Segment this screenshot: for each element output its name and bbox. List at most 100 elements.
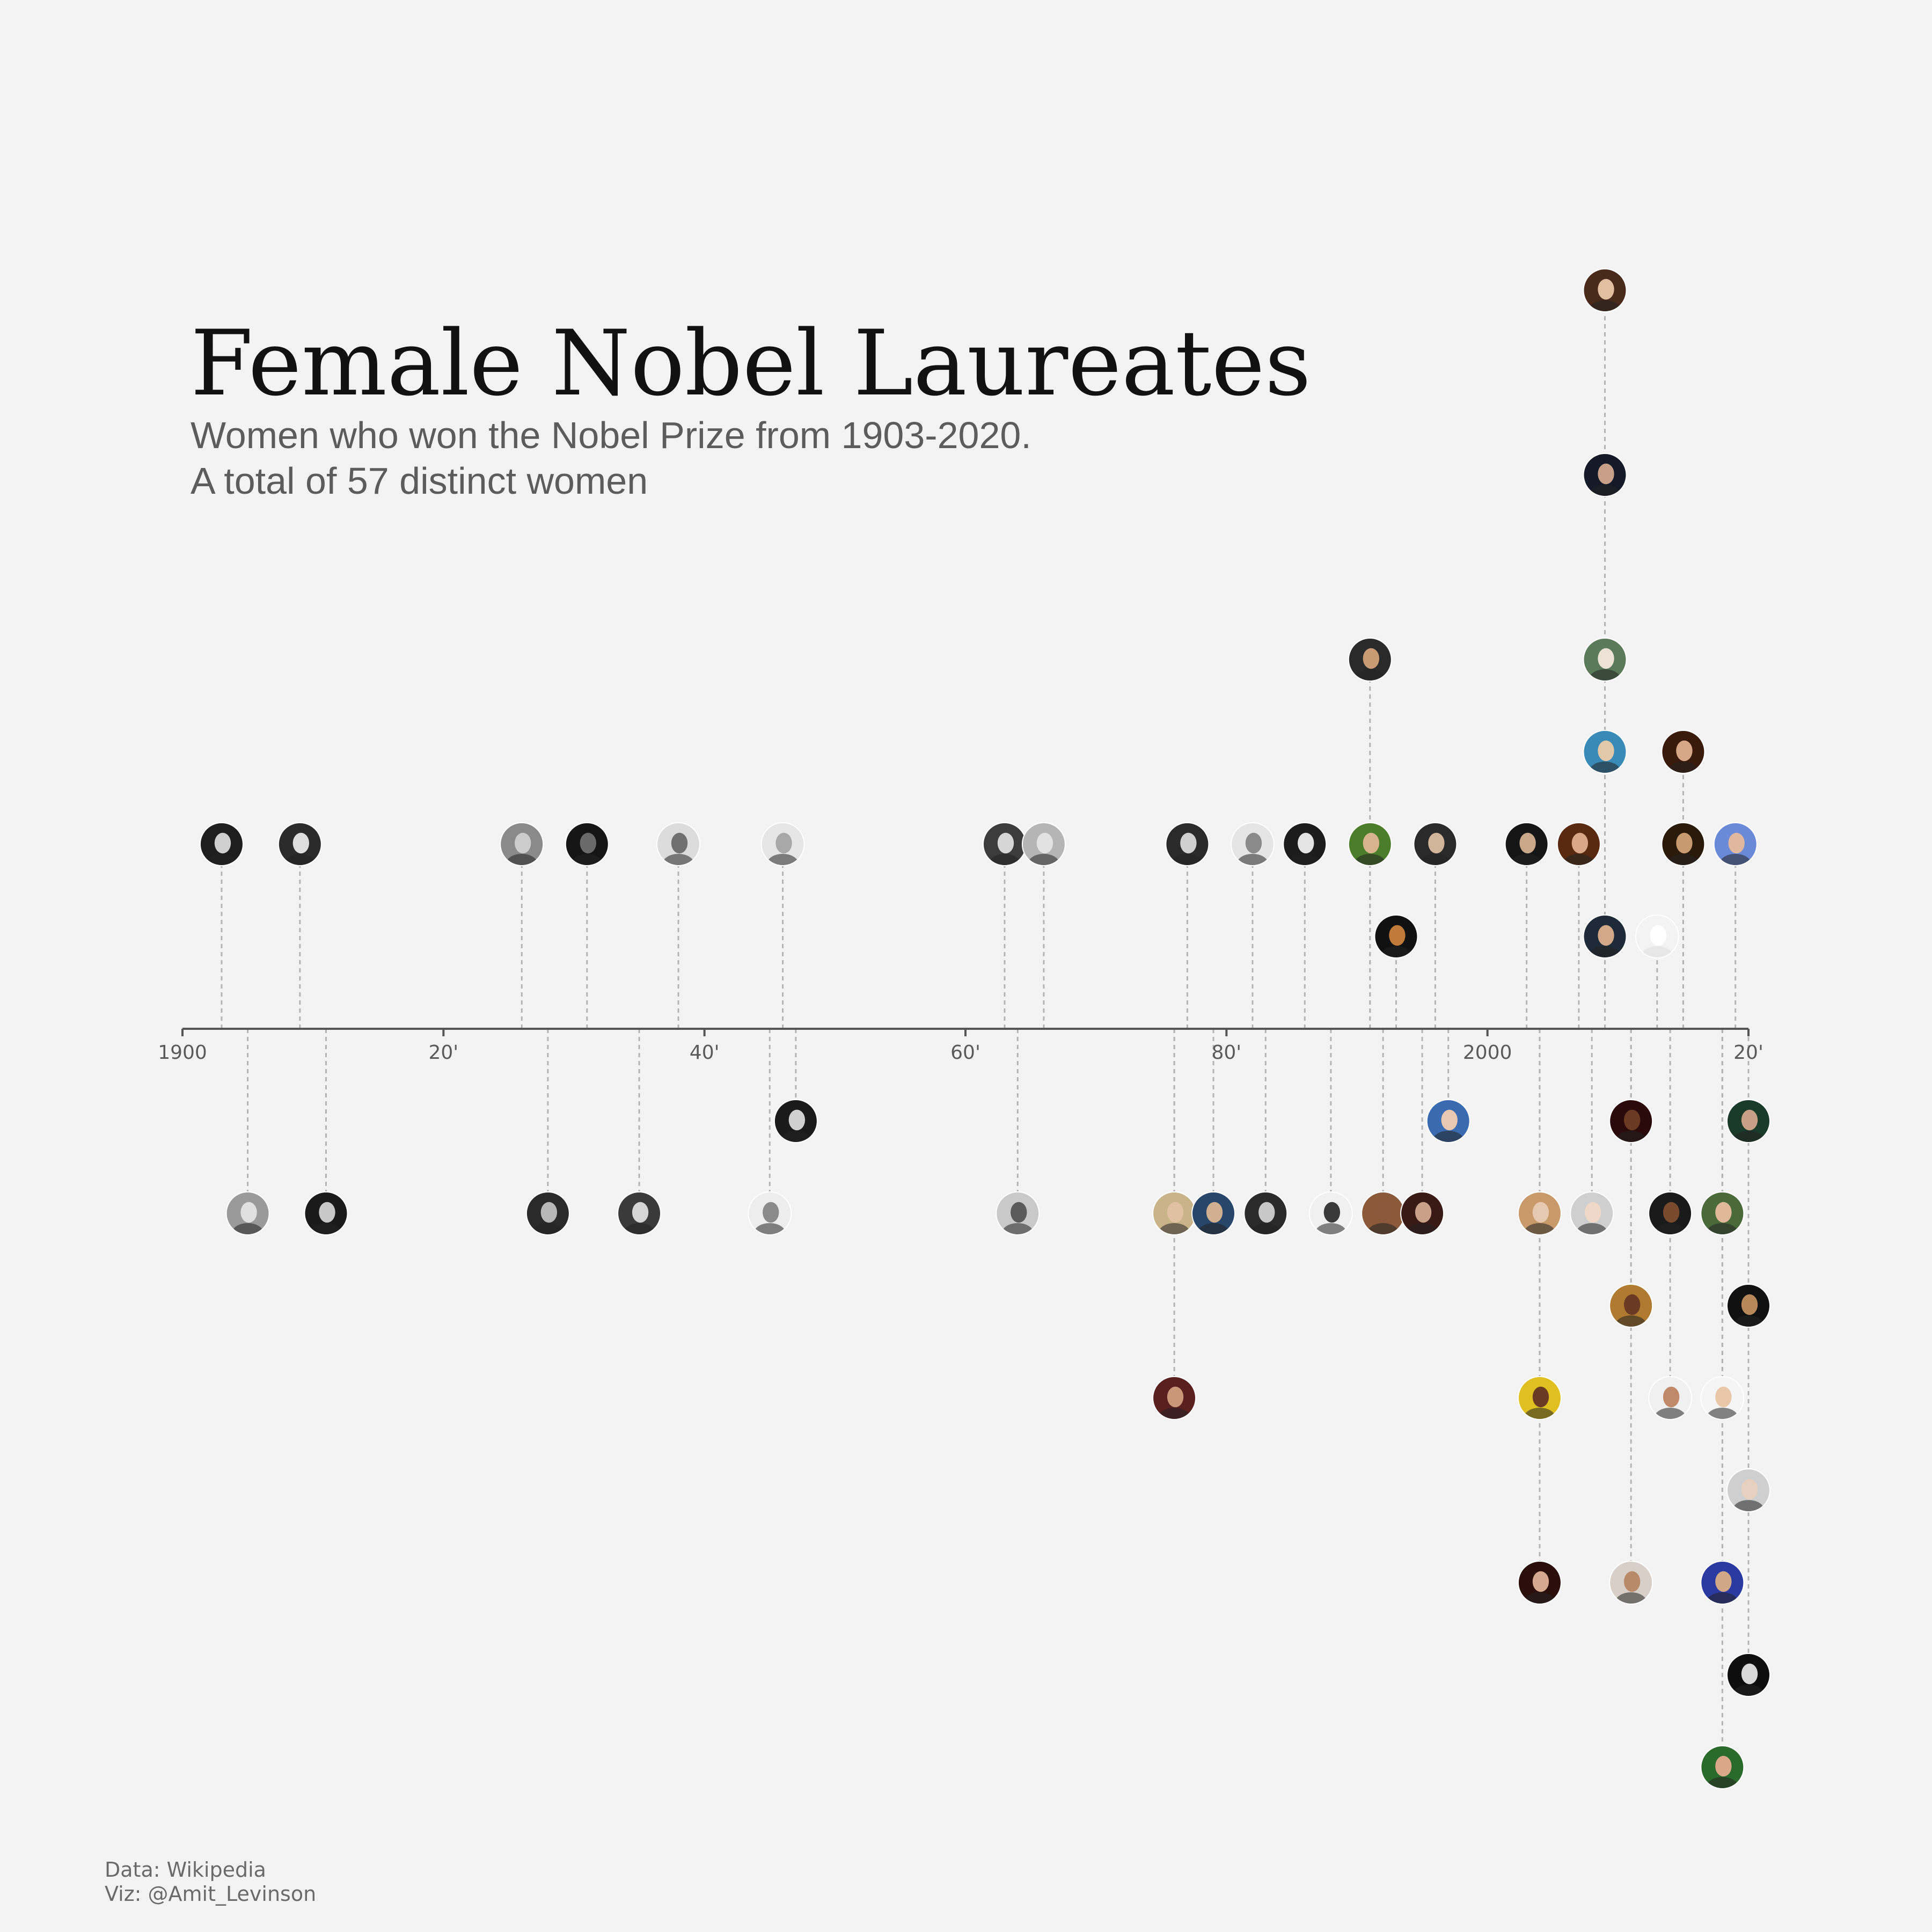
portrait-shoulders	[1158, 1223, 1191, 1235]
portrait-shoulders	[1249, 1223, 1282, 1235]
portrait-face	[1585, 1202, 1601, 1223]
laureate-portrait-marker	[1713, 822, 1758, 866]
portrait-shoulders	[662, 854, 695, 866]
laureate-portrait-marker	[525, 1191, 570, 1235]
portrait-ring	[199, 822, 244, 866]
laureate-portrait-marker	[1504, 822, 1549, 866]
portrait-ring	[1713, 822, 1758, 866]
portrait-face	[1258, 1202, 1275, 1223]
portrait-ring	[304, 1191, 348, 1235]
portrait-ring	[1570, 1191, 1614, 1235]
laureate-portrait-marker	[199, 822, 244, 866]
portrait-ring	[1700, 1376, 1745, 1420]
laureate-portrait-marker	[1165, 822, 1210, 866]
portrait-shoulders	[570, 854, 603, 866]
portrait-ring	[1648, 1376, 1693, 1420]
portrait-shoulders	[1510, 854, 1543, 866]
portrait-face	[1363, 832, 1380, 854]
portrait-shoulders	[1641, 946, 1673, 958]
portrait-shoulders	[1419, 854, 1452, 866]
chart-title: Female Nobel Laureates	[191, 311, 1311, 416]
laureate-portrait-marker	[1700, 1561, 1745, 1605]
portrait-shoulders	[1197, 1223, 1230, 1235]
portrait-shoulders	[1732, 1685, 1765, 1696]
portrait-shoulders	[988, 854, 1021, 866]
laureate-portrait-marker	[1517, 1191, 1562, 1235]
portrait-face	[1623, 1571, 1641, 1592]
portrait-ring	[1726, 1099, 1770, 1143]
laureate-portrait-marker	[277, 822, 322, 866]
portrait-face	[240, 1202, 257, 1223]
portrait-ring	[1504, 822, 1549, 866]
portrait-face	[1715, 1386, 1732, 1408]
portrait-shoulders	[1314, 1223, 1347, 1235]
portrait-ring	[1700, 1561, 1745, 1605]
portrait-ring	[1583, 730, 1627, 774]
portrait-face	[1532, 1571, 1549, 1592]
caption-source: Data: Wikipedia	[105, 1858, 266, 1882]
portrait-shoulders	[1523, 1592, 1556, 1604]
portrait-face	[1167, 1202, 1184, 1223]
portrait-ring	[1517, 1376, 1562, 1420]
laureate-portrait-marker	[1648, 1191, 1693, 1235]
laureate-portrait-marker	[304, 1191, 348, 1235]
portrait-ring	[1700, 1191, 1745, 1235]
portrait-shoulders	[1576, 1223, 1608, 1235]
laureate-portrait-marker	[1361, 1191, 1406, 1235]
portrait-shoulders	[1289, 854, 1321, 866]
portrait-shoulders	[1706, 1223, 1739, 1235]
laureate-portrait-marker	[1700, 1191, 1745, 1235]
portrait-shoulders	[1027, 854, 1060, 866]
x-axis-ticks: 1900 20' 40' 60' 80' 2000 20'	[158, 1029, 1763, 1064]
portrait-shoulders	[1353, 669, 1386, 681]
portrait-ring	[1152, 1376, 1197, 1420]
laureate-portrait-marker	[1726, 1653, 1770, 1697]
portrait-face	[1180, 832, 1197, 854]
portrait-shoulders	[1589, 485, 1621, 496]
portrait-face	[1598, 463, 1614, 485]
laureate-portrait-marker	[773, 1099, 818, 1143]
portrait-face	[1598, 279, 1614, 300]
portrait-ring	[1413, 822, 1458, 866]
portrait-face	[214, 832, 231, 854]
portrait-shoulders	[1589, 762, 1621, 773]
laureate-portrait-marker	[1583, 914, 1627, 958]
laureate-portrait-marker	[1609, 1099, 1653, 1143]
portrait-face	[1206, 1202, 1223, 1223]
portrait-face	[763, 1202, 779, 1223]
portrait-face	[1676, 832, 1693, 854]
laureate-portrait-marker	[1243, 1191, 1288, 1235]
portrait-face	[1441, 1109, 1458, 1131]
laureate-portrait-marker	[1348, 822, 1392, 866]
portrait-ring	[1726, 1653, 1770, 1697]
portrait-face	[1375, 1202, 1393, 1223]
laureate-portrait-marker	[656, 822, 701, 866]
portrait-face	[1715, 1571, 1732, 1592]
laureate-portrait-marker	[1152, 1191, 1197, 1235]
laureate-portrait-marker	[1413, 822, 1458, 866]
portrait-face	[1532, 1386, 1549, 1408]
portrait-shoulders	[1706, 1592, 1739, 1604]
portrait-ring	[1517, 1561, 1562, 1605]
portrait-ring	[1726, 1468, 1770, 1512]
portrait-shoulders	[506, 854, 538, 866]
laureate-portrait-marker	[1374, 914, 1418, 958]
x-tick-label: 20'	[428, 1042, 458, 1064]
portrait-face	[1676, 740, 1693, 762]
portrait-ring	[1283, 822, 1327, 866]
portrait-face	[775, 832, 792, 854]
portrait-shoulders	[1706, 1408, 1739, 1419]
portrait-face	[1623, 1294, 1641, 1315]
portrait-shoulders	[1667, 762, 1700, 773]
laureate-portrait-marker	[1152, 1376, 1197, 1420]
portrait-shoulders	[1158, 1408, 1191, 1419]
laureate-portrait-marker	[1583, 638, 1627, 682]
portrait-ring	[1583, 453, 1627, 497]
portrait-shoulders	[1719, 854, 1752, 866]
portrait-face	[1571, 832, 1589, 854]
portrait-face	[1598, 925, 1614, 946]
portrait-ring	[1661, 822, 1706, 866]
portrait-face	[1741, 1294, 1758, 1315]
portrait-shoulders	[1615, 1315, 1648, 1327]
portrait-ring	[1556, 822, 1601, 866]
